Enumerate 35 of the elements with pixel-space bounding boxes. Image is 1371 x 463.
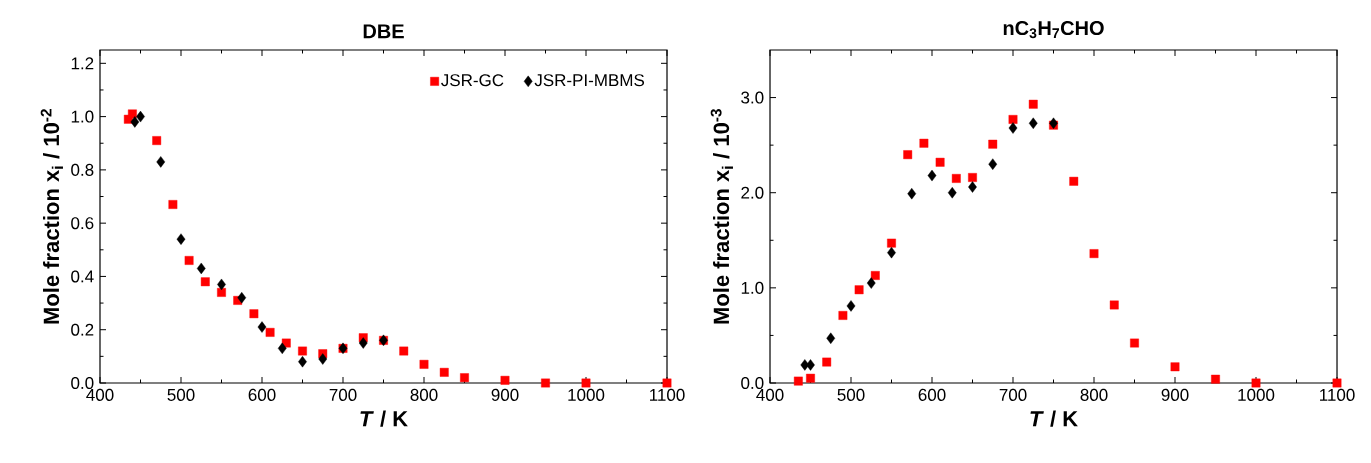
- chart-title: DBE: [363, 24, 404, 39]
- y-axis-title: Mole fraction x$_{i}$ / 10$^{-2}$: [40, 109, 63, 324]
- y-tick-label: 0.0: [741, 376, 764, 390]
- y-tick-label: 0.8: [71, 163, 94, 176]
- y-tick-label: 0.6: [71, 217, 94, 230]
- x-tick-label: 900: [491, 388, 519, 401]
- legend-label: JSR-GC: [441, 74, 504, 87]
- x-tick-label: 500: [837, 388, 865, 401]
- y-tick-label: 0.0: [71, 376, 94, 390]
- y-tick-label: 0.2: [71, 323, 94, 336]
- y-tick-label: 1.0: [71, 110, 94, 123]
- x-tick-label: 400: [756, 388, 784, 401]
- x-tick-label: 500: [167, 388, 195, 401]
- x-tick-label: 600: [918, 388, 946, 401]
- y-tick-label: 3.0: [741, 91, 764, 104]
- y-tick-label: 1.2: [71, 57, 94, 70]
- x-tick-label: 800: [1080, 388, 1108, 401]
- x-tick-label: 800: [410, 388, 438, 401]
- legend-label: JSR-PI-MBMS: [534, 74, 645, 87]
- x-tick-label: 1100: [1320, 388, 1355, 401]
- x-tick-label: 900: [1161, 388, 1189, 401]
- x-axis-title: T / K: [1030, 410, 1078, 427]
- y-axis-title: Mole fraction x$_{i}$ / 10$^{-3}$: [710, 109, 733, 324]
- x-tick-label: 700: [999, 388, 1027, 401]
- chart-title: nC$_{3}$H$_{7}$CHO: [1003, 20, 1104, 39]
- x-tick-label: 1000: [1238, 388, 1275, 401]
- x-tick-label: 700: [329, 388, 357, 401]
- x-tick-label: 400: [86, 388, 114, 401]
- y-tick-label: 2.0: [741, 186, 764, 199]
- x-tick-label: 1000: [568, 388, 605, 401]
- y-tick-label: 1.0: [741, 281, 764, 294]
- x-tick-label: 600: [248, 388, 276, 401]
- y-tick-label: 0.4: [71, 270, 94, 283]
- x-axis-title: T / K: [360, 410, 408, 427]
- x-tick-label: 1100: [650, 388, 685, 401]
